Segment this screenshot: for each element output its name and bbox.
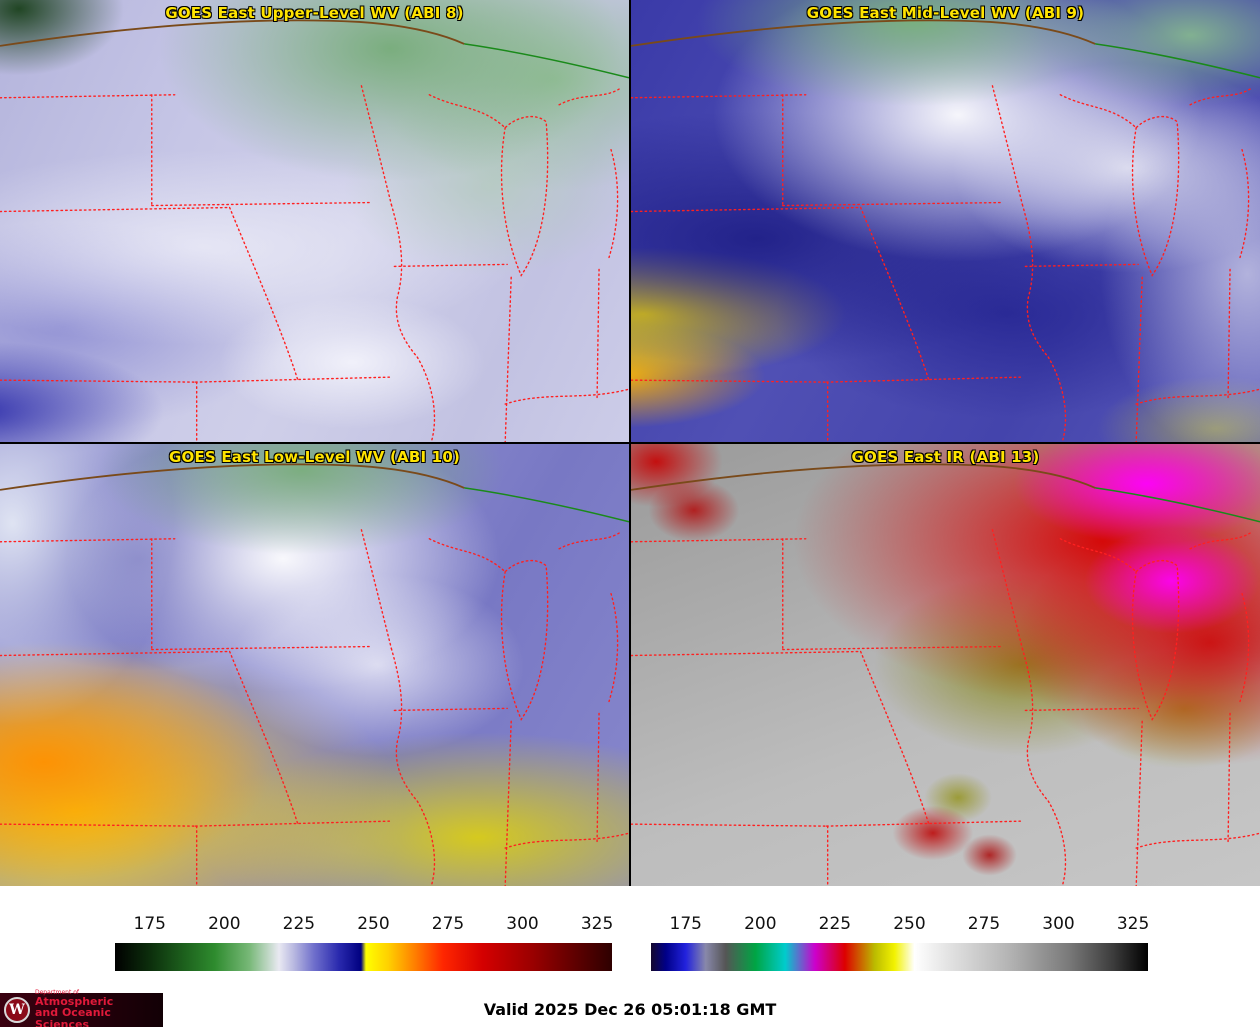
colorbar-tick: 200 [208,914,241,934]
valid-timestamp: Valid 2025 Dec 26 05:01:18 GMT [483,1000,777,1019]
uw-crest-monogram: W [9,1002,25,1018]
panel-title-abi13: GOES East IR (ABI 13) [851,448,1040,466]
abi13-satellite-image [631,444,1260,886]
abi9-satellite-image [631,0,1260,442]
colorbar-tick: 225 [282,914,316,934]
satellite-quadrant-grid: GOES East Upper-Level WV (ABI 8) GOES Ea… [0,0,1260,886]
wv-colorbar: 175 200 225 250 275 300 325 [115,914,614,976]
colorbar-tick: 225 [818,914,852,934]
panel-ir: GOES East IR (ABI 13) [631,444,1260,886]
colorbar-tick: 275 [431,914,465,934]
abi8-satellite-image [0,0,629,442]
colorbar-tick: 325 [1116,914,1150,934]
colorbar-tick: 325 [580,914,614,934]
uw-crest-icon: W [4,997,30,1023]
ir-colorbar-ticks: 175 200 225 250 275 300 325 [651,914,1150,938]
ir-colorbar: 175 200 225 250 275 300 325 [651,914,1150,976]
logo-text: Department of Atmospheric and Oceanic Sc… [35,990,159,1027]
panel-title-abi8: GOES East Upper-Level WV (ABI 8) [165,4,464,22]
state-borders-overlay [0,19,629,442]
colorbar-tick: 275 [967,914,1001,934]
colorbar-tick: 300 [1042,914,1075,934]
wv-colorbar-gradient [115,943,612,971]
state-borders-overlay [631,19,1260,442]
panel-mid-level-wv: GOES East Mid-Level WV (ABI 9) [631,0,1260,442]
colorbar-tick: 250 [893,914,926,934]
panel-title-abi9: GOES East Mid-Level WV (ABI 9) [806,4,1085,22]
colorbar-tick: 300 [506,914,539,934]
state-borders-overlay [0,463,629,886]
colorbar-tick: 175 [669,914,703,934]
panel-title-abi10: GOES East Low-Level WV (ABI 10) [168,448,461,466]
footer: 175 200 225 250 275 300 325 175 200 225 … [0,886,1260,1027]
abi10-satellite-image [0,444,629,886]
colorbar-tick: 200 [744,914,777,934]
colorbar-tick: 175 [133,914,167,934]
colorbar-tick: 250 [357,914,390,934]
logo-dept-line: Department of [35,989,79,997]
wv-colorbar-ticks: 175 200 225 250 275 300 325 [115,914,614,938]
state-borders-overlay [631,463,1260,886]
aos-department-logo: W Department of Atmospheric and Oceanic … [0,990,163,1027]
logo-line-2: and Oceanic Sciences [35,1006,111,1027]
logo-line-1: Atmospheric [35,995,114,1009]
panel-upper-level-wv: GOES East Upper-Level WV (ABI 8) [0,0,629,442]
panel-low-level-wv: GOES East Low-Level WV (ABI 10) [0,444,629,886]
ir-colorbar-gradient [651,943,1148,971]
